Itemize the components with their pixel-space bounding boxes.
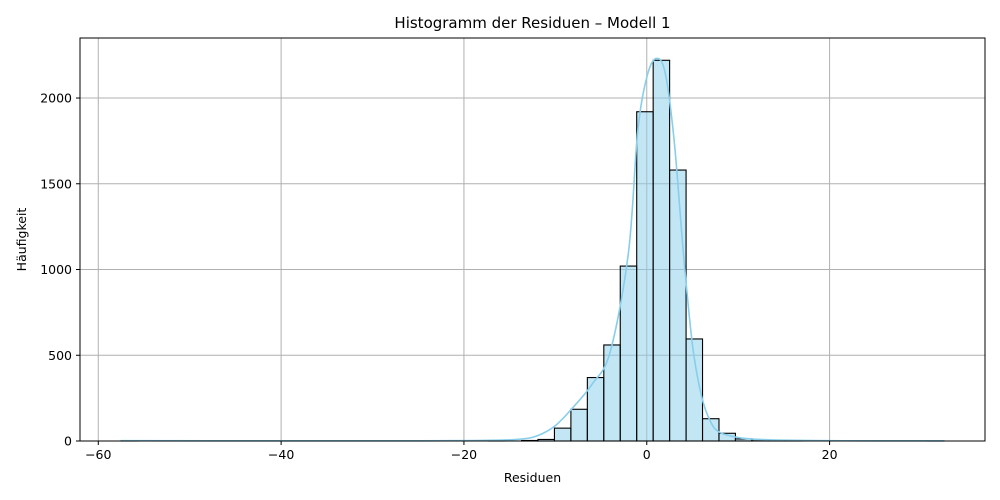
y-axis-ticks: 0 500 1000 1500 2000 — [40, 91, 80, 449]
histogram-bar — [553, 427, 572, 442]
y-tick-label: 500 — [48, 348, 72, 363]
histogram-bar — [603, 344, 621, 442]
chart-title: Histogramm der Residuen – Modell 1 — [394, 14, 670, 32]
x-tick-label: −40 — [268, 447, 294, 462]
plot-frame — [79, 37, 986, 442]
x-axis-label: Residuen — [504, 470, 561, 485]
histogram-bars — [120, 59, 945, 442]
histogram-bar — [669, 169, 687, 442]
x-tick-label: −60 — [85, 447, 111, 462]
x-tick-label: −20 — [451, 447, 477, 462]
x-tick-label: 0 — [643, 447, 651, 462]
kde-curve — [121, 57, 944, 442]
histogram-bar — [652, 59, 671, 442]
y-tick-label: 1500 — [40, 176, 72, 191]
y-tick-label: 2000 — [40, 91, 72, 106]
y-tick-label: 0 — [64, 434, 72, 449]
x-tick-label: 20 — [822, 447, 838, 462]
y-axis-label: Häufigkeit — [14, 208, 29, 272]
y-tick-label: 1000 — [40, 262, 72, 277]
x-axis-ticks: −60 −40 −20 0 20 — [85, 441, 838, 462]
kde-curve-layer — [121, 57, 944, 442]
histogram-bar — [570, 408, 588, 442]
histogram-bar — [636, 111, 654, 442]
grid — [80, 38, 985, 442]
